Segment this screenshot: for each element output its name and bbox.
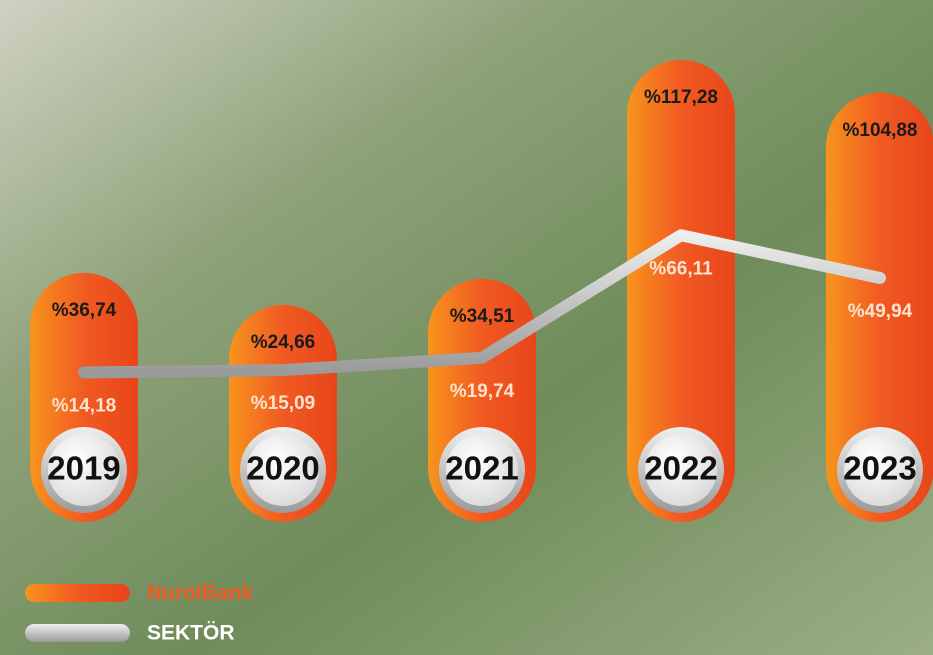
- line-value-label: %15,09: [251, 393, 315, 414]
- bar-value-label: %36,74: [52, 300, 117, 321]
- legend-label: SEKTÖR: [147, 622, 235, 645]
- legend-swatch: [25, 624, 130, 642]
- bar-value-label: %104,88: [842, 120, 917, 141]
- x-tick-label: 2021: [445, 450, 518, 487]
- chart: 2019 2020 2021 2022 2023 %14,18 %15,09 %19,74 %6…: [0, 0, 933, 655]
- x-tick-label: 2022: [644, 450, 717, 487]
- x-tick-label: 2023: [843, 450, 916, 487]
- bar-value-label: %117,28: [644, 87, 718, 108]
- line-value-label: %19,74: [450, 381, 515, 402]
- legend-swatch: [25, 584, 130, 602]
- x-tick-label: 2020: [246, 450, 319, 487]
- legend-label: NurolBank: [147, 582, 254, 605]
- bar-value-label: %24,66: [251, 332, 315, 353]
- line-value-label: %49,94: [848, 301, 913, 322]
- line-value-label: %66,11: [649, 258, 713, 279]
- bar-value-label: %34,51: [450, 306, 515, 327]
- x-tick-label: 2019: [47, 450, 120, 487]
- line-value-label: %14,18: [52, 396, 116, 417]
